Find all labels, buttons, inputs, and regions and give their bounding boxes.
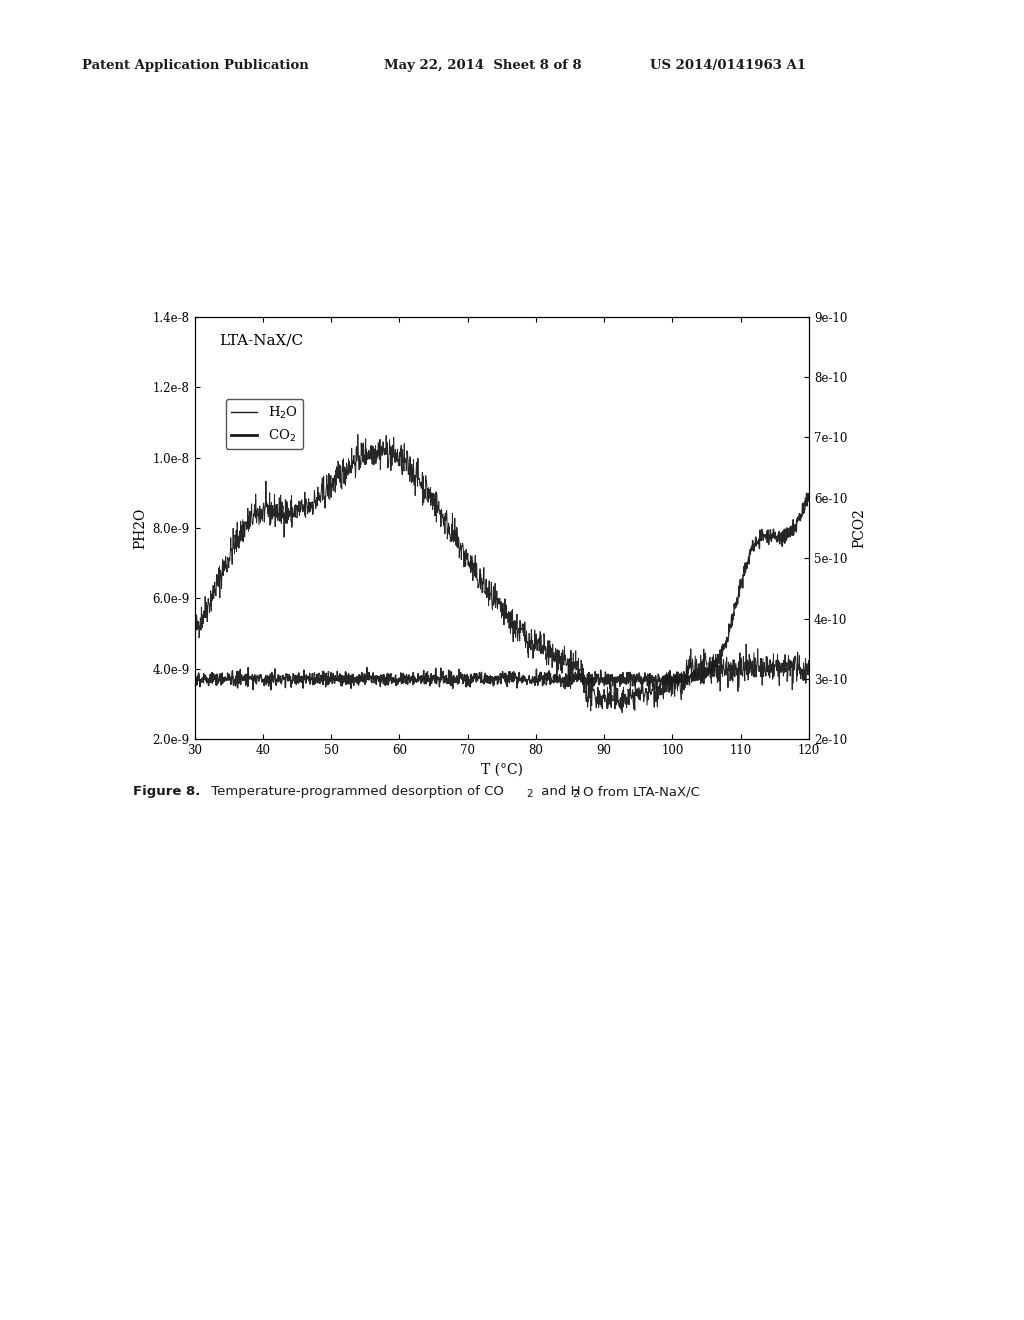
Text: US 2014/0141963 A1: US 2014/0141963 A1: [650, 59, 806, 73]
Text: O from LTA-NaX/C: O from LTA-NaX/C: [583, 785, 699, 799]
Text: LTA-NaX/C: LTA-NaX/C: [219, 334, 303, 347]
Y-axis label: PCO2: PCO2: [853, 508, 866, 548]
Text: 2: 2: [526, 789, 532, 800]
Text: and H: and H: [537, 785, 580, 799]
X-axis label: T (°C): T (°C): [480, 763, 523, 776]
Text: Figure 8.: Figure 8.: [133, 785, 201, 799]
Legend: H$_2$O, CO$_2$: H$_2$O, CO$_2$: [225, 400, 303, 449]
Text: Patent Application Publication: Patent Application Publication: [82, 59, 308, 73]
Text: 2: 2: [572, 789, 579, 800]
Y-axis label: PH2O: PH2O: [133, 507, 146, 549]
Text: Temperature-programmed desorption of CO: Temperature-programmed desorption of CO: [207, 785, 504, 799]
Text: May 22, 2014  Sheet 8 of 8: May 22, 2014 Sheet 8 of 8: [384, 59, 582, 73]
